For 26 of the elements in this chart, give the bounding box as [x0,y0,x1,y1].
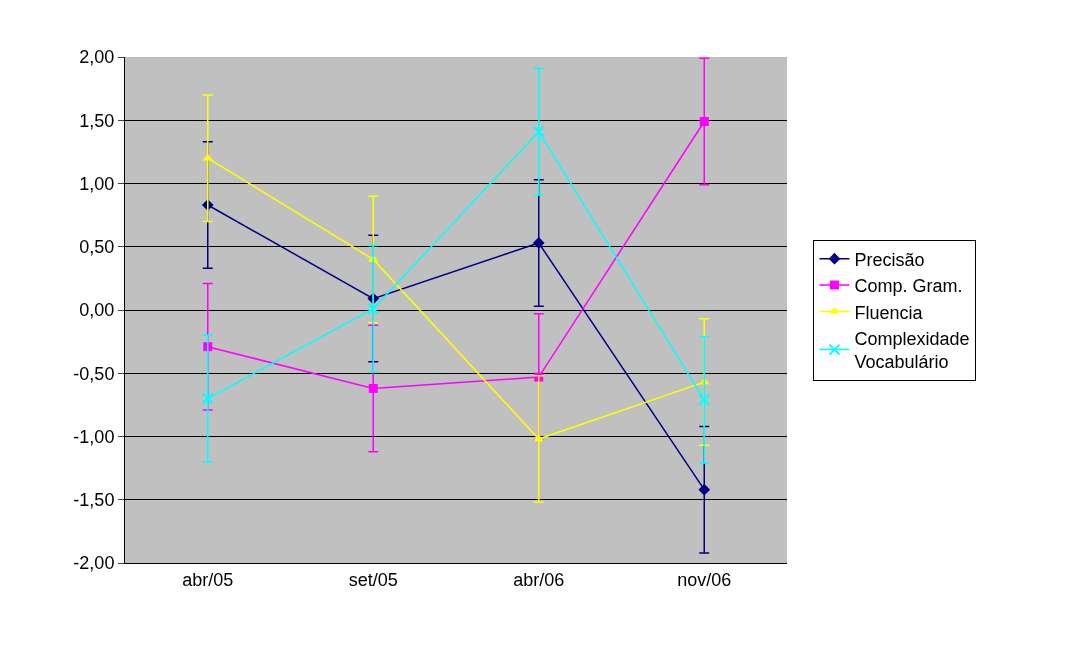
point [698,393,711,406]
point [532,237,545,249]
y-tick-label: 0,00 [79,300,115,321]
legend-label: Fluencia [854,302,924,323]
point [699,117,709,127]
x-tick-label: abr/06 [513,569,565,590]
point [367,302,380,315]
y-tick-label: -0,50 [73,363,115,384]
y-tick-label: 2,00 [79,47,115,68]
point [532,125,545,138]
x-tick-label: abr/05 [182,569,234,590]
y-tick-label: 1,50 [79,110,115,131]
legend-label: Precisão [854,249,925,270]
legend-label: Complexidade Vocabulário [854,328,970,373]
y-tick-label: -1,50 [73,490,115,511]
legend-label: Comp. Gram. [854,276,963,297]
x-tick-label: nov/06 [677,569,732,590]
point [698,483,711,496]
point [201,392,214,405]
y-tick-label: -2,00 [73,553,115,574]
y-tick-label: 0,50 [79,237,115,258]
y-tick-label: -1,00 [73,426,115,447]
y-tick-label: 1,00 [79,173,115,194]
point [533,434,544,442]
point [368,383,378,393]
x-tick-label: set/05 [348,569,398,590]
